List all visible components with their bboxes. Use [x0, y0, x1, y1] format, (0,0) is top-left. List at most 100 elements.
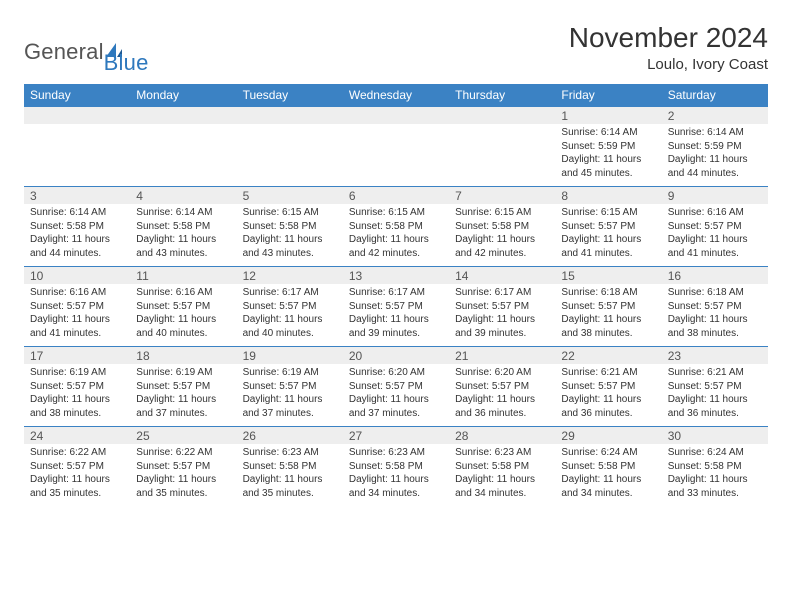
sunrise-line: Sunrise: 6:22 AM	[30, 446, 124, 460]
daylight-line: and 40 minutes.	[136, 327, 230, 341]
sunset-line: Sunset: 5:57 PM	[349, 300, 443, 314]
day-details: Sunrise: 6:14 AMSunset: 5:59 PMDaylight:…	[668, 126, 762, 180]
day-cell: 2Sunrise: 6:14 AMSunset: 5:59 PMDaylight…	[662, 107, 768, 187]
day-cell	[343, 107, 449, 187]
daylight-line: Daylight: 11 hours	[668, 313, 762, 327]
day-number: 22	[555, 347, 661, 364]
sunset-line: Sunset: 5:57 PM	[668, 220, 762, 234]
daylight-line: Daylight: 11 hours	[455, 313, 549, 327]
day-number: 6	[343, 187, 449, 204]
day-details: Sunrise: 6:21 AMSunset: 5:57 PMDaylight:…	[561, 366, 655, 420]
sunrise-line: Sunrise: 6:23 AM	[455, 446, 549, 460]
daylight-line: Daylight: 11 hours	[243, 313, 337, 327]
day-cell: 8Sunrise: 6:15 AMSunset: 5:57 PMDaylight…	[555, 187, 661, 267]
daylight-line: and 37 minutes.	[349, 407, 443, 421]
sunset-line: Sunset: 5:57 PM	[668, 380, 762, 394]
sunrise-line: Sunrise: 6:20 AM	[455, 366, 549, 380]
day-cell: 4Sunrise: 6:14 AMSunset: 5:58 PMDaylight…	[130, 187, 236, 267]
sunrise-line: Sunrise: 6:19 AM	[30, 366, 124, 380]
sunset-line: Sunset: 5:58 PM	[243, 220, 337, 234]
day-number: 24	[24, 427, 130, 444]
sunrise-line: Sunrise: 6:23 AM	[243, 446, 337, 460]
sunset-line: Sunset: 5:57 PM	[349, 380, 443, 394]
daylight-line: and 35 minutes.	[243, 487, 337, 501]
day-details: Sunrise: 6:19 AMSunset: 5:57 PMDaylight:…	[30, 366, 124, 420]
day-cell	[130, 107, 236, 187]
day-number: 16	[662, 267, 768, 284]
sunrise-line: Sunrise: 6:21 AM	[668, 366, 762, 380]
day-details: Sunrise: 6:18 AMSunset: 5:57 PMDaylight:…	[561, 286, 655, 340]
sunset-line: Sunset: 5:57 PM	[136, 380, 230, 394]
weekday-thursday: Thursday	[449, 84, 555, 107]
sunset-line: Sunset: 5:58 PM	[668, 460, 762, 474]
day-details: Sunrise: 6:17 AMSunset: 5:57 PMDaylight:…	[349, 286, 443, 340]
day-number: 17	[24, 347, 130, 364]
day-number: 20	[343, 347, 449, 364]
sunrise-line: Sunrise: 6:17 AM	[243, 286, 337, 300]
day-cell: 22 Sunrise: 6:21 AMSunset: 5:57 PMDayligh…	[555, 347, 661, 427]
day-number: 26	[237, 427, 343, 444]
day-cell: 26Sunrise: 6:23 AMSunset: 5:58 PMDayligh…	[237, 427, 343, 507]
daylight-line: Daylight: 11 hours	[455, 473, 549, 487]
daylight-line: Daylight: 11 hours	[243, 393, 337, 407]
sunset-line: Sunset: 5:58 PM	[349, 220, 443, 234]
day-cell: 5Sunrise: 6:15 AMSunset: 5:58 PMDaylight…	[237, 187, 343, 267]
sunset-line: Sunset: 5:57 PM	[455, 300, 549, 314]
day-details: Sunrise: 6:14 AMSunset: 5:58 PMDaylight:…	[136, 206, 230, 260]
daylight-line: Daylight: 11 hours	[668, 233, 762, 247]
daylight-line: and 35 minutes.	[136, 487, 230, 501]
daylight-line: Daylight: 11 hours	[349, 233, 443, 247]
brand-logo: General Blue	[24, 22, 149, 76]
weekday-wednesday: Wednesday	[343, 84, 449, 107]
day-details: Sunrise: 6:16 AMSunset: 5:57 PMDaylight:…	[668, 206, 762, 260]
sunrise-line: Sunrise: 6:19 AM	[243, 366, 337, 380]
day-cell	[24, 107, 130, 187]
sunrise-line: Sunrise: 6:14 AM	[561, 126, 655, 140]
day-number: 9	[662, 187, 768, 204]
day-cell: 19Sunrise: 6:19 AMSunset: 5:57 PMDayligh…	[237, 347, 343, 427]
sunrise-line: Sunrise: 6:17 AM	[455, 286, 549, 300]
daylight-line: and 38 minutes.	[30, 407, 124, 421]
sunrise-line: Sunrise: 6:19 AM	[136, 366, 230, 380]
daylight-line: and 38 minutes.	[668, 327, 762, 341]
daylight-line: Daylight: 11 hours	[561, 393, 655, 407]
day-details: Sunrise: 6:19 AMSunset: 5:57 PMDaylight:…	[136, 366, 230, 420]
day-number: 3	[24, 187, 130, 204]
day-cell: 14Sunrise: 6:17 AMSunset: 5:57 PMDayligh…	[449, 267, 555, 347]
daylight-line: and 45 minutes.	[561, 167, 655, 181]
day-cell: 27Sunrise: 6:23 AMSunset: 5:58 PMDayligh…	[343, 427, 449, 507]
daylight-line: Daylight: 11 hours	[136, 473, 230, 487]
sunrise-line: Sunrise: 6:16 AM	[30, 286, 124, 300]
sunset-line: Sunset: 5:57 PM	[136, 460, 230, 474]
daylight-line: Daylight: 11 hours	[136, 313, 230, 327]
day-number: 11	[130, 267, 236, 284]
day-cell: 23Sunrise: 6:21 AMSunset: 5:57 PMDayligh…	[662, 347, 768, 427]
day-details: Sunrise: 6:22 AMSunset: 5:57 PMDaylight:…	[30, 446, 124, 500]
day-number: 7	[449, 187, 555, 204]
calendar-grid: Sunday Monday Tuesday Wednesday Thursday…	[24, 84, 768, 506]
day-cell: 21Sunrise: 6:20 AMSunset: 5:57 PMDayligh…	[449, 347, 555, 427]
day-number: 13	[343, 267, 449, 284]
day-details: Sunrise: 6:17 AMSunset: 5:57 PMDaylight:…	[455, 286, 549, 340]
day-details: Sunrise: 6:17 AMSunset: 5:57 PMDaylight:…	[243, 286, 337, 340]
daylight-line: Daylight: 11 hours	[668, 473, 762, 487]
daylight-line: Daylight: 11 hours	[561, 233, 655, 247]
sunrise-line: Sunrise: 6:20 AM	[349, 366, 443, 380]
weekday-friday: Friday	[555, 84, 661, 107]
sunset-line: Sunset: 5:58 PM	[455, 220, 549, 234]
daylight-line: and 37 minutes.	[136, 407, 230, 421]
daylight-line: Daylight: 11 hours	[30, 473, 124, 487]
day-cell: 16Sunrise: 6:18 AMSunset: 5:57 PMDayligh…	[662, 267, 768, 347]
day-number	[449, 107, 555, 124]
daylight-line: and 44 minutes.	[668, 167, 762, 181]
sunrise-line: Sunrise: 6:16 AM	[136, 286, 230, 300]
daylight-line: and 34 minutes.	[349, 487, 443, 501]
day-cell: 13 Sunrise: 6:17 AMSunset: 5:57 PMDayligh…	[343, 267, 449, 347]
daylight-line: and 34 minutes.	[561, 487, 655, 501]
daylight-line: and 39 minutes.	[455, 327, 549, 341]
day-number: 21	[449, 347, 555, 364]
sunrise-line: Sunrise: 6:22 AM	[136, 446, 230, 460]
daylight-line: and 42 minutes.	[349, 247, 443, 261]
sunrise-line: Sunrise: 6:18 AM	[668, 286, 762, 300]
daylight-line: and 36 minutes.	[455, 407, 549, 421]
